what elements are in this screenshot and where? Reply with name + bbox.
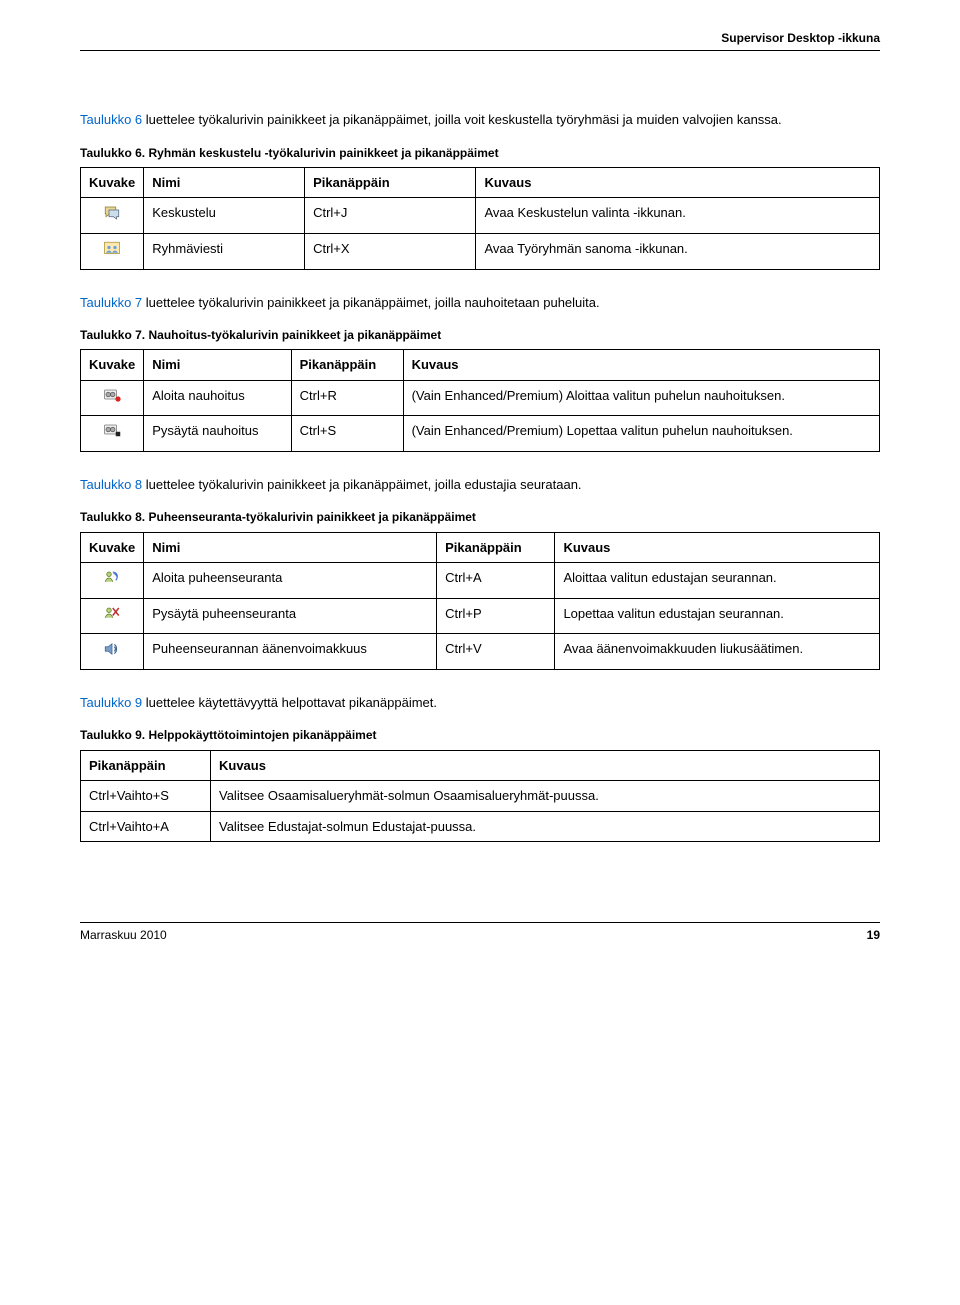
table8-kuvaus: Aloittaa valitun edustajan seurannan. xyxy=(555,563,880,599)
table6-ref-link[interactable]: Taulukko 6 xyxy=(80,112,142,127)
table6-nimi: Ryhmäviesti xyxy=(144,234,305,270)
table7: Kuvake Nimi Pikanäppäin Kuvaus Aloita na… xyxy=(80,349,880,452)
table6-kuvaus: Avaa Keskustelun valinta -ikkunan. xyxy=(476,198,880,234)
section8-intro: Taulukko 8 luettelee työkalurivin painik… xyxy=(80,476,880,494)
table6-row: RyhmäviestiCtrl+XAvaa Työryhmän sanoma -… xyxy=(81,234,880,270)
table8-col-nimi: Nimi xyxy=(144,532,437,563)
table9-caption-rest: Helppokäyttötoimintojen pikanäppäimet xyxy=(148,728,376,742)
table8-row: Aloita puheenseurantaCtrl+AAloittaa vali… xyxy=(81,563,880,599)
table8-pika: Ctrl+V xyxy=(437,634,555,670)
chat-icon xyxy=(81,198,144,234)
table6: Kuvake Nimi Pikanäppäin Kuvaus Keskustel… xyxy=(80,167,880,270)
table6-caption-num: Taulukko 6. xyxy=(80,146,145,160)
table9-kuvaus: Valitsee Edustajat-solmun Edustajat-puus… xyxy=(211,811,880,842)
mon-start-icon xyxy=(81,563,144,599)
table8-row: Pysäytä puheenseurantaCtrl+PLopettaa val… xyxy=(81,598,880,634)
table8-caption-rest: Puheenseuranta-työkalurivin painikkeet j… xyxy=(148,510,475,524)
running-header: Supervisor Desktop -ikkuna xyxy=(80,30,880,51)
table9-kuvaus: Valitsee Osaamisalueryhmät-solmun Osaami… xyxy=(211,781,880,812)
section6-intro: Taulukko 6 luettelee työkalurivin painik… xyxy=(80,111,880,129)
table9-row: Ctrl+Vaihto+SValitsee Osaamisalueryhmät-… xyxy=(81,781,880,812)
page-footer: Marraskuu 2010 19 xyxy=(80,922,880,943)
table8-nimi: Aloita puheenseuranta xyxy=(144,563,437,599)
table8-ref-link[interactable]: Taulukko 8 xyxy=(80,477,142,492)
table7-pika: Ctrl+R xyxy=(291,380,403,416)
table8-caption: Taulukko 8. Puheenseuranta-työkalurivin … xyxy=(80,509,880,525)
section6-intro-rest: luettelee työkalurivin painikkeet ja pik… xyxy=(142,112,782,127)
table6-pika: Ctrl+J xyxy=(305,198,476,234)
table8: Kuvake Nimi Pikanäppäin Kuvaus Aloita pu… xyxy=(80,532,880,670)
table8-col-kuvake: Kuvake xyxy=(81,532,144,563)
table8-pika: Ctrl+A xyxy=(437,563,555,599)
table9-caption: Taulukko 9. Helppokäyttötoimintojen pika… xyxy=(80,727,880,743)
table9-pika: Ctrl+Vaihto+S xyxy=(81,781,211,812)
table7-caption-rest: Nauhoitus-työkalurivin painikkeet ja pik… xyxy=(148,328,441,342)
table6-col-kuvaus: Kuvaus xyxy=(476,167,880,198)
table7-nimi: Pysäytä nauhoitus xyxy=(144,416,291,452)
table7-col-pika: Pikanäppäin xyxy=(291,350,403,381)
section9-intro-rest: luettelee käytettävyyttä helpottavat pik… xyxy=(142,695,437,710)
table8-col-pika: Pikanäppäin xyxy=(437,532,555,563)
table6-caption: Taulukko 6. Ryhmän keskustelu -työkaluri… xyxy=(80,145,880,161)
table7-row: Aloita nauhoitusCtrl+R(Vain Enhanced/Pre… xyxy=(81,380,880,416)
footer-date: Marraskuu 2010 xyxy=(80,927,167,943)
section7-intro: Taulukko 7 luettelee työkalurivin painik… xyxy=(80,294,880,312)
rec-stop-icon xyxy=(81,416,144,452)
table8-kuvaus: Lopettaa valitun edustajan seurannan. xyxy=(555,598,880,634)
table9: Pikanäppäin Kuvaus Ctrl+Vaihto+SValitsee… xyxy=(80,750,880,843)
table8-kuvaus: Avaa äänenvoimakkuuden liukusäätimen. xyxy=(555,634,880,670)
table7-caption: Taulukko 7. Nauhoitus-työkalurivin paini… xyxy=(80,327,880,343)
table8-caption-num: Taulukko 8. xyxy=(80,510,145,524)
table8-nimi: Pysäytä puheenseuranta xyxy=(144,598,437,634)
table7-ref-link[interactable]: Taulukko 7 xyxy=(80,295,142,310)
rec-start-icon xyxy=(81,380,144,416)
table9-col-kuvaus: Kuvaus xyxy=(211,750,880,781)
table6-caption-rest: Ryhmän keskustelu -työkalurivin painikke… xyxy=(148,146,498,160)
table8-row: Puheenseurannan äänenvoimakkuusCtrl+VAva… xyxy=(81,634,880,670)
table7-col-kuvaus: Kuvaus xyxy=(403,350,879,381)
table7-col-kuvake: Kuvake xyxy=(81,350,144,381)
table6-pika: Ctrl+X xyxy=(305,234,476,270)
table6-kuvaus: Avaa Työryhmän sanoma -ikkunan. xyxy=(476,234,880,270)
table9-ref-link[interactable]: Taulukko 9 xyxy=(80,695,142,710)
table6-nimi: Keskustelu xyxy=(144,198,305,234)
table9-caption-num: Taulukko 9. xyxy=(80,728,145,742)
table6-row: KeskusteluCtrl+JAvaa Keskustelun valinta… xyxy=(81,198,880,234)
table6-col-pika: Pikanäppäin xyxy=(305,167,476,198)
volume-icon xyxy=(81,634,144,670)
mon-stop-icon xyxy=(81,598,144,634)
table7-nimi: Aloita nauhoitus xyxy=(144,380,291,416)
section8-intro-rest: luettelee työkalurivin painikkeet ja pik… xyxy=(142,477,581,492)
table7-kuvaus: (Vain Enhanced/Premium) Aloittaa valitun… xyxy=(403,380,879,416)
table9-col-pika: Pikanäppäin xyxy=(81,750,211,781)
table6-col-kuvake: Kuvake xyxy=(81,167,144,198)
table7-pika: Ctrl+S xyxy=(291,416,403,452)
table6-col-nimi: Nimi xyxy=(144,167,305,198)
table7-row: Pysäytä nauhoitusCtrl+S(Vain Enhanced/Pr… xyxy=(81,416,880,452)
table9-row: Ctrl+Vaihto+AValitsee Edustajat-solmun E… xyxy=(81,811,880,842)
table8-col-kuvaus: Kuvaus xyxy=(555,532,880,563)
group-msg-icon xyxy=(81,234,144,270)
table8-pika: Ctrl+P xyxy=(437,598,555,634)
section9-intro: Taulukko 9 luettelee käytettävyyttä help… xyxy=(80,694,880,712)
table7-caption-num: Taulukko 7. xyxy=(80,328,145,342)
table9-pika: Ctrl+Vaihto+A xyxy=(81,811,211,842)
table7-kuvaus: (Vain Enhanced/Premium) Lopettaa valitun… xyxy=(403,416,879,452)
table7-col-nimi: Nimi xyxy=(144,350,291,381)
footer-page-number: 19 xyxy=(867,927,880,943)
section7-intro-rest: luettelee työkalurivin painikkeet ja pik… xyxy=(142,295,599,310)
table8-nimi: Puheenseurannan äänenvoimakkuus xyxy=(144,634,437,670)
